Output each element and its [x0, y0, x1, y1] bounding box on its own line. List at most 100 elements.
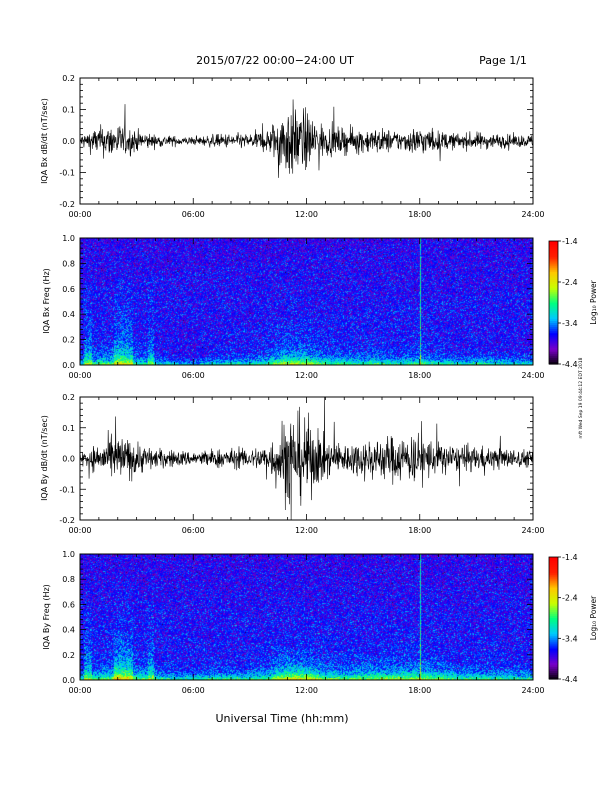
colorbar-swatch	[549, 573, 558, 576]
colorbar-swatch	[549, 335, 558, 338]
bx-dbdt-ylabel: IQA Bx dB/dt (nT/sec)	[40, 98, 49, 184]
colorbar-swatch	[549, 611, 558, 615]
colorbar-swatch	[549, 618, 558, 621]
colorbar-swatch	[549, 670, 558, 674]
colorbar-swatch	[549, 666, 558, 670]
colorbar-swatch	[549, 638, 558, 641]
colorbar-swatch	[549, 660, 558, 664]
colorbar-swatch	[549, 593, 558, 597]
colorbar-swatch	[549, 567, 558, 570]
colorbar-swatch	[549, 630, 558, 633]
colorbar-swatch	[549, 615, 558, 619]
colorbar-swatch	[549, 561, 558, 564]
colorbar-swatch	[549, 628, 558, 631]
series-line	[79, 396, 534, 521]
colorbar-swatch	[549, 642, 558, 646]
colorbar-swatch	[549, 579, 558, 582]
colorbar-swatch	[549, 603, 558, 607]
bx-spectrogram-panel: 00:00 06:00 12:00 18:00 24:00 1.0 0.8 0.6 0.4 0.2…	[42, 234, 545, 380]
colorbar-swatch	[549, 245, 558, 248]
x-tick-label: 06:00	[182, 210, 205, 219]
colorbar-swatch	[549, 672, 558, 676]
colorbar-swatch	[549, 318, 558, 322]
colorbar-swatch	[549, 310, 558, 314]
colorbar-swatch	[549, 644, 558, 648]
colorbar-swatch	[549, 662, 558, 666]
x-tick-label: 12:00	[295, 210, 318, 219]
x-tick-label: 00:00	[68, 686, 91, 695]
colorbar-swatch	[549, 559, 558, 562]
y-tick-label: 0.2	[62, 393, 75, 402]
colorbar-swatch	[549, 288, 558, 291]
colorbar-tick-label: -2.4	[562, 594, 578, 603]
y-tick-label: -0.2	[59, 200, 75, 209]
colorbar-swatch	[549, 320, 558, 324]
x-tick-label: 12:00	[295, 686, 318, 695]
colorbar-swatch	[549, 298, 558, 302]
x-tick-label: 24:00	[521, 371, 544, 380]
colorbar-tick-label: -1.4	[562, 553, 578, 562]
colorbar-swatch	[549, 676, 558, 680]
colorbar-swatch	[549, 275, 558, 279]
bx-colorbar: -1.4 -2.4 -3.4 -4.4 Log₁₀ Power	[548, 237, 598, 369]
colorbar-swatch	[549, 585, 558, 589]
y-tick-label: 0.0	[62, 455, 75, 464]
colorbar-swatch	[549, 341, 558, 345]
colorbar-swatch	[549, 351, 558, 355]
colorbar-swatch	[549, 640, 558, 643]
colorbar-swatch	[549, 306, 558, 310]
colorbar-swatch	[549, 656, 558, 660]
colorbar-swatch	[549, 620, 558, 623]
x-tick-label: 06:00	[182, 526, 205, 535]
colorbar-swatch	[549, 263, 558, 267]
colorbar-tick-label: -4.4	[562, 675, 578, 684]
colorbar-swatch	[549, 589, 558, 593]
colorbar-swatch	[549, 296, 558, 299]
colorbar-swatch	[549, 595, 558, 599]
y-tick-label: 0.1	[62, 424, 75, 433]
colorbar-swatch	[549, 668, 558, 672]
colorbar-swatch	[549, 353, 558, 357]
colorbar-swatch	[549, 241, 558, 244]
by-spectrogram-panel: 00:00 06:00 12:00 18:00 24:00 1.0 0.8 0.6 0.4 0.2…	[42, 550, 545, 695]
bx-dbdt-trace	[79, 99, 534, 178]
y-tick-label: 0.6	[62, 600, 75, 609]
y-tick-label: -0.1	[59, 485, 75, 494]
colorbar-tick-label: -1.4	[562, 237, 578, 246]
colorbar-swatch	[549, 624, 558, 627]
colorbar-swatch	[549, 654, 558, 658]
y-tick-label: 1.0	[62, 234, 75, 243]
colorbar-swatch	[549, 648, 558, 652]
colorbar-swatch	[549, 286, 558, 289]
y-tick-label: 0.4	[62, 310, 75, 319]
colorbar-swatch	[549, 557, 558, 560]
colorbar-swatch	[549, 349, 558, 353]
y-tick-label: 0.2	[62, 74, 75, 83]
colorbar-swatch	[549, 267, 558, 271]
colorbar-swatch	[549, 609, 558, 613]
colorbar-swatch	[549, 247, 558, 250]
x-tick-label: 18:00	[408, 210, 431, 219]
colorbar-swatch	[549, 265, 558, 269]
x-tick-label: 24:00	[521, 526, 544, 535]
colorbar-swatch	[549, 587, 558, 591]
bx-freq-ylabel: IQA Bx Freq (Hz)	[42, 268, 51, 334]
colorbar-swatch	[549, 279, 558, 283]
colorbar-swatch	[549, 591, 558, 595]
colorbar-swatch	[549, 650, 558, 654]
colorbar-swatch	[549, 312, 558, 316]
colorbar-tick-label: -4.4	[562, 360, 578, 369]
y-tick-label: -0.1	[59, 169, 75, 178]
colorbar-swatch	[549, 302, 558, 306]
colorbar-swatch	[549, 273, 558, 277]
colorbar-swatch	[549, 622, 558, 625]
colorbar-swatch	[549, 284, 558, 287]
timestamp-stamp: mft Wed Sep 19 09:44:12 EDT 2018	[578, 357, 584, 438]
colorbar-swatch	[549, 646, 558, 650]
colorbar-swatch	[549, 674, 558, 678]
x-tick-label: 24:00	[521, 686, 544, 695]
colorbar-swatch	[549, 271, 558, 275]
colorbar-swatch	[549, 359, 558, 363]
colorbar-swatch	[549, 664, 558, 668]
colorbar-swatch	[549, 290, 558, 293]
